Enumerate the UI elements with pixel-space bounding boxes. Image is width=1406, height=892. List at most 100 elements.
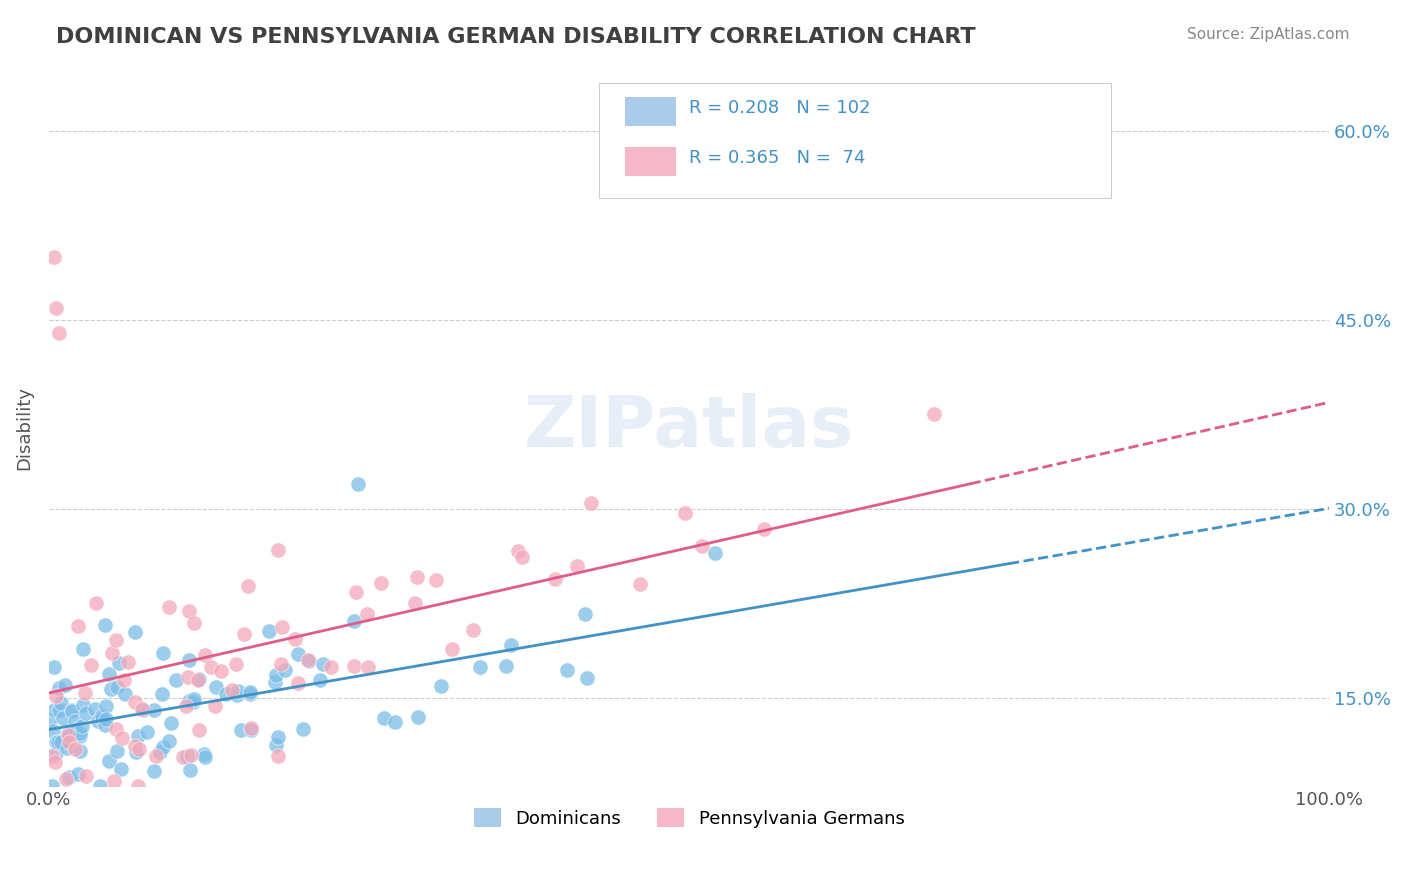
Point bbox=[384, 714, 406, 729]
Point bbox=[98, 667, 121, 681]
Point bbox=[221, 683, 243, 698]
Text: DOMINICAN VS PENNSYLVANIA GERMAN DISABILITY CORRELATION CHART: DOMINICAN VS PENNSYLVANIA GERMAN DISABIL… bbox=[56, 27, 976, 46]
Point bbox=[176, 699, 198, 714]
Point bbox=[63, 742, 86, 756]
Text: R = 0.365   N =  74: R = 0.365 N = 74 bbox=[689, 149, 865, 168]
Point bbox=[172, 750, 194, 764]
Text: Source: ZipAtlas.com: Source: ZipAtlas.com bbox=[1187, 27, 1350, 42]
Point bbox=[180, 748, 202, 763]
Point bbox=[58, 735, 80, 749]
Point bbox=[370, 575, 392, 590]
Point bbox=[229, 723, 252, 737]
Point bbox=[267, 730, 290, 744]
Point bbox=[48, 681, 70, 695]
Point bbox=[297, 654, 319, 668]
Point bbox=[239, 721, 262, 735]
Point bbox=[287, 676, 309, 690]
Point bbox=[297, 652, 319, 666]
Point bbox=[425, 574, 447, 588]
Point bbox=[104, 722, 127, 736]
Point bbox=[312, 657, 335, 672]
Point bbox=[53, 678, 76, 692]
Point bbox=[179, 604, 201, 618]
Point bbox=[90, 712, 112, 726]
Point bbox=[183, 691, 205, 706]
Point bbox=[291, 722, 314, 736]
Point bbox=[45, 301, 67, 315]
Point bbox=[96, 699, 118, 714]
Legend: Dominicans, Pennsylvania Germans: Dominicans, Pennsylvania Germans bbox=[467, 801, 911, 835]
Point bbox=[125, 745, 148, 759]
Point bbox=[187, 673, 209, 687]
Point bbox=[264, 675, 287, 690]
Point bbox=[75, 706, 97, 720]
Point bbox=[60, 703, 83, 717]
Point bbox=[52, 711, 75, 725]
Point bbox=[46, 734, 69, 748]
Point bbox=[183, 616, 205, 631]
Point bbox=[200, 660, 222, 674]
Point bbox=[73, 686, 96, 700]
Point bbox=[145, 748, 167, 763]
Point bbox=[44, 660, 66, 674]
Point bbox=[239, 685, 262, 699]
Point bbox=[94, 718, 117, 732]
Point bbox=[752, 522, 775, 536]
Point bbox=[127, 780, 149, 794]
Point bbox=[72, 719, 94, 733]
Point bbox=[86, 714, 108, 729]
Point bbox=[41, 749, 63, 764]
Point bbox=[42, 724, 65, 739]
Point bbox=[108, 657, 131, 671]
Point bbox=[42, 702, 65, 716]
Point bbox=[91, 708, 114, 723]
Point bbox=[344, 585, 367, 599]
Point bbox=[343, 614, 366, 628]
Point bbox=[105, 680, 128, 694]
Point bbox=[274, 663, 297, 677]
Point bbox=[45, 747, 67, 761]
Point bbox=[124, 624, 146, 639]
Point bbox=[124, 739, 146, 753]
Point bbox=[152, 739, 174, 754]
Point bbox=[60, 704, 83, 718]
Y-axis label: Disability: Disability bbox=[15, 385, 32, 469]
Point bbox=[114, 687, 136, 701]
Point bbox=[55, 772, 77, 786]
Point bbox=[75, 769, 97, 783]
Point bbox=[45, 735, 67, 749]
Point bbox=[264, 668, 287, 682]
Point bbox=[48, 326, 70, 340]
Point bbox=[209, 664, 232, 678]
Point bbox=[42, 251, 65, 265]
Point bbox=[544, 572, 567, 586]
Point bbox=[179, 763, 201, 777]
Point bbox=[128, 742, 150, 756]
Point bbox=[149, 745, 172, 759]
Point bbox=[58, 729, 80, 743]
Point bbox=[142, 764, 165, 779]
Point bbox=[461, 623, 484, 637]
Point bbox=[96, 712, 118, 726]
Point bbox=[44, 755, 66, 769]
Point bbox=[270, 620, 292, 634]
Point bbox=[309, 673, 332, 688]
Point bbox=[187, 672, 209, 686]
Point bbox=[270, 657, 292, 672]
Point bbox=[111, 731, 134, 745]
Point bbox=[179, 653, 201, 667]
Point bbox=[194, 750, 217, 764]
Point bbox=[84, 702, 107, 716]
Point bbox=[69, 726, 91, 740]
Point bbox=[266, 543, 288, 558]
Point bbox=[226, 684, 249, 698]
Point bbox=[177, 670, 200, 684]
Point bbox=[628, 576, 651, 591]
Point bbox=[225, 657, 247, 671]
Point bbox=[510, 549, 533, 564]
Point bbox=[357, 659, 380, 673]
Point bbox=[49, 696, 72, 710]
Point bbox=[79, 658, 101, 673]
Point bbox=[104, 633, 127, 648]
Point bbox=[69, 729, 91, 743]
